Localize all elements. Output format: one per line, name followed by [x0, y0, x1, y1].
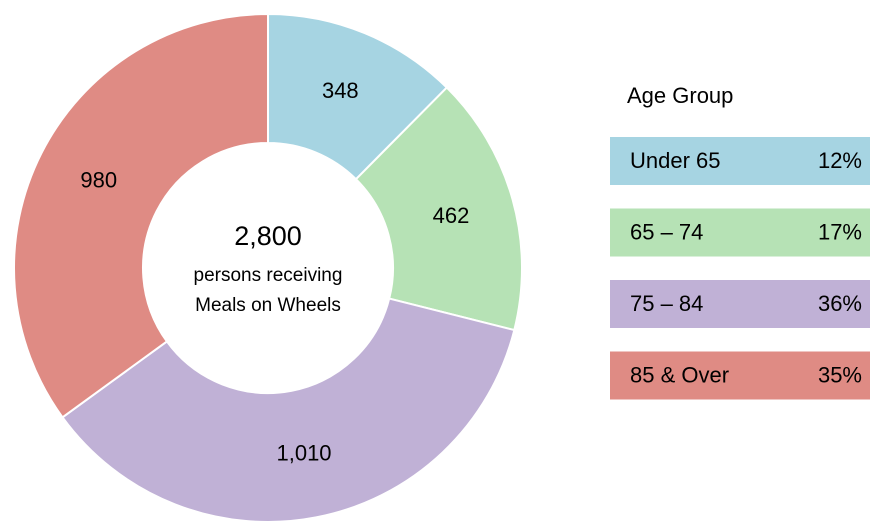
data-label: 980 — [80, 168, 117, 193]
legend-label: 65 – 74 — [630, 219, 703, 244]
legend-label: 75 – 84 — [630, 291, 703, 316]
legend-title: Age Group — [627, 83, 733, 108]
legend-box — [610, 280, 870, 328]
donut-slice — [61, 297, 516, 523]
donut-slice — [354, 86, 523, 332]
legend-percent: 36% — [818, 291, 862, 316]
donut-slice — [13, 12, 269, 419]
legend-label: Under 65 — [630, 148, 721, 173]
legend-box — [610, 208, 870, 257]
center-total: 2,800 — [234, 221, 302, 251]
legend-percent: 35% — [818, 362, 862, 387]
data-label: 348 — [322, 78, 359, 103]
legend-box — [610, 137, 870, 185]
legend-percent: 12% — [818, 148, 862, 173]
data-label: 462 — [433, 203, 470, 228]
legend-label: 85 & Over — [630, 362, 729, 387]
center-line: Meals on Wheels — [195, 295, 341, 316]
data-label: 1,010 — [276, 440, 331, 465]
center-line: persons receiving — [194, 265, 343, 286]
legend-box — [610, 351, 870, 400]
legend-percent: 17% — [818, 219, 862, 244]
